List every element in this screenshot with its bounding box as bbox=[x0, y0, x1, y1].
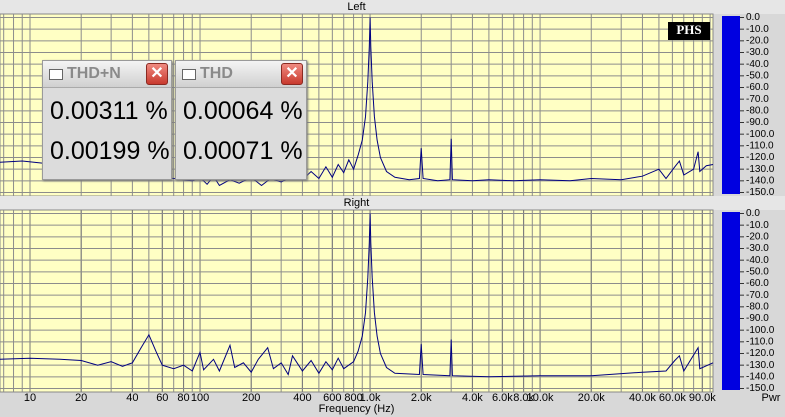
y-tick-label: -40.0 bbox=[746, 255, 769, 266]
y-tick-label: -10.0 bbox=[746, 24, 769, 35]
spectrum-line bbox=[0, 213, 714, 378]
y-tick-label: -20.0 bbox=[746, 35, 769, 46]
close-button[interactable]: ✕ bbox=[146, 63, 168, 85]
y-tick-label: -10.0 bbox=[746, 220, 769, 231]
y-tick-label: -130.0 bbox=[746, 164, 775, 175]
x-tick-label: 100 bbox=[191, 392, 209, 404]
x-tick-label: 80 bbox=[177, 392, 189, 404]
y-tick-label: -80.0 bbox=[746, 301, 769, 312]
y-tick-label: -150.0 bbox=[746, 187, 775, 198]
window-value: 0.00311 % bbox=[50, 97, 168, 125]
window-title: THD+N bbox=[67, 65, 121, 82]
y-tick-label: -120.0 bbox=[746, 348, 775, 359]
x-tick-label: 40 bbox=[126, 392, 138, 404]
x-axis-label: Frequency (Hz) bbox=[319, 403, 395, 415]
panel-title: Left bbox=[347, 1, 365, 13]
x-tick-label: 1.0k bbox=[360, 392, 381, 404]
plot-area bbox=[0, 209, 714, 393]
level-meter bbox=[722, 212, 740, 390]
level-meter bbox=[722, 16, 740, 194]
x-tick-label: 6.0k bbox=[492, 392, 513, 404]
y-tick-label: -50.0 bbox=[746, 266, 769, 277]
badge-box bbox=[668, 22, 710, 40]
y-tick-label: -90.0 bbox=[746, 117, 769, 128]
title-bar[interactable]: THD+N ✕ bbox=[43, 61, 171, 88]
window-value: 0.00064 % bbox=[183, 97, 303, 125]
x-tick-label: 60 bbox=[156, 392, 168, 404]
x-tick-label: 400 bbox=[293, 392, 311, 404]
y-tick-label: -150.0 bbox=[746, 383, 775, 394]
window-icon bbox=[49, 69, 63, 80]
x-tick-label: 600 bbox=[323, 392, 341, 404]
y-tick-label: -120.0 bbox=[746, 152, 775, 163]
x-tick-label: 2.0k bbox=[411, 392, 432, 404]
x-tick-label: 200 bbox=[242, 392, 260, 404]
y-tick-label: -140.0 bbox=[746, 371, 775, 382]
y-tick-label: -30.0 bbox=[746, 47, 769, 58]
window-icon bbox=[182, 69, 196, 80]
y-tick-label: -130.0 bbox=[746, 360, 775, 371]
y-tick-label: -50.0 bbox=[746, 70, 769, 81]
x-tick-label: 4.0k bbox=[462, 392, 483, 404]
x-tick-label: 20.0k bbox=[578, 392, 605, 404]
y-tick-label: -70.0 bbox=[746, 290, 769, 301]
x-tick-label: 800 bbox=[344, 392, 362, 404]
y-tick-label: -40.0 bbox=[746, 59, 769, 70]
window-title: THD bbox=[200, 65, 233, 82]
window-value: 0.00071 % bbox=[183, 137, 303, 165]
y-tick-label: -20.0 bbox=[746, 231, 769, 242]
y-axis-label: Pwr bbox=[762, 392, 781, 404]
y-tick-label: -60.0 bbox=[746, 278, 769, 289]
y-tick-label: 0.0 bbox=[746, 208, 760, 219]
y-tick-label: -80.0 bbox=[746, 105, 769, 116]
y-tick-label: -110.0 bbox=[746, 140, 774, 151]
x-tick-label: 90.0k bbox=[689, 392, 716, 404]
x-tick-label: 8.0k bbox=[513, 392, 534, 404]
x-tick-label: 60.0k bbox=[659, 392, 686, 404]
y-tick-label: -100.0 bbox=[746, 325, 775, 336]
y-tick-label: -110.0 bbox=[746, 336, 774, 347]
close-button[interactable]: ✕ bbox=[281, 63, 303, 85]
thd-window[interactable]: THD ✕ 0.00064 % 0.00071 % bbox=[175, 60, 307, 180]
x-tick-label: 40.0k bbox=[629, 392, 656, 404]
y-tick-label: -70.0 bbox=[746, 94, 769, 105]
y-tick-label: -90.0 bbox=[746, 313, 769, 324]
title-bar bbox=[0, 196, 785, 210]
y-tick-label: 0.0 bbox=[746, 12, 760, 23]
title-bar bbox=[0, 0, 785, 14]
x-tick-label: 20 bbox=[75, 392, 87, 404]
title-bar[interactable]: THD ✕ bbox=[176, 61, 306, 88]
y-tick-label: -140.0 bbox=[746, 175, 775, 186]
y-tick-label: -100.0 bbox=[746, 129, 775, 140]
x-tick-label: 10.0k bbox=[527, 392, 554, 404]
y-tick-label: -60.0 bbox=[746, 82, 769, 93]
badge: PHS bbox=[676, 22, 701, 37]
panel-title: Right bbox=[344, 197, 370, 209]
thdn-window[interactable]: THD+N ✕ 0.00311 % 0.00199 % bbox=[42, 60, 172, 180]
window-value: 0.00199 % bbox=[50, 137, 170, 165]
y-tick-label: -30.0 bbox=[746, 243, 769, 254]
x-tick-label: 10 bbox=[24, 392, 36, 404]
